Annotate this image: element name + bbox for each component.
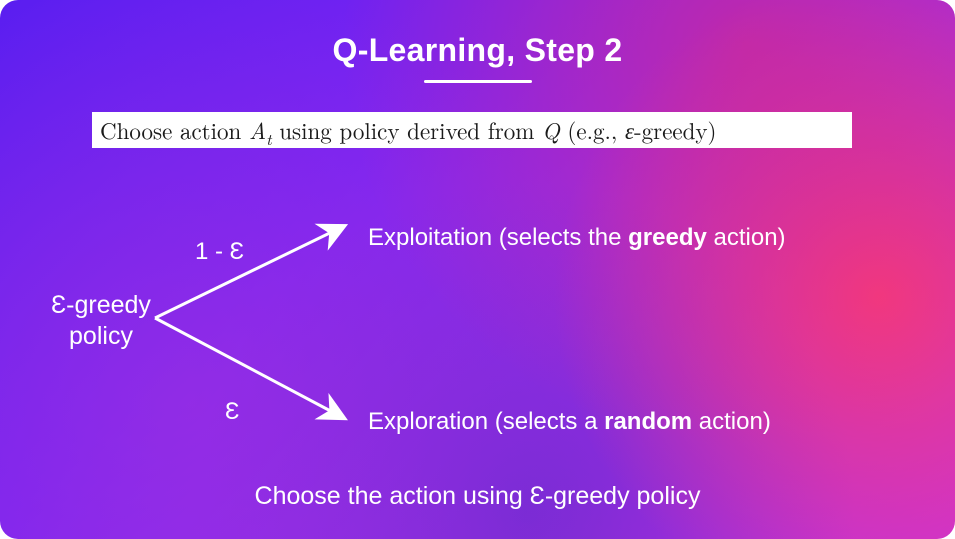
arrow-bottom xyxy=(155,318,340,416)
prob-bottom-label: Ɛ xyxy=(225,398,240,426)
policy-label: Ɛ-greedy policy xyxy=(36,290,166,353)
exploration-bold: random xyxy=(604,408,692,435)
exploitation-post: action) xyxy=(707,224,786,251)
branch-arrows xyxy=(0,0,955,539)
exploration-pre: Exploration (selects a xyxy=(368,408,604,435)
exploitation-bold: greedy xyxy=(628,224,707,251)
prob-top-label: 1 - Ɛ xyxy=(195,238,244,266)
exploitation-pre: Exploitation (selects the xyxy=(368,224,628,251)
exploitation-text: Exploitation (selects the greedy action) xyxy=(368,224,786,252)
exploration-post: action) xyxy=(692,408,771,435)
policy-label-line1: Ɛ-greedy xyxy=(51,291,151,319)
arrow-top xyxy=(155,228,340,318)
footer-caption: Choose the action using Ɛ-greedy policy xyxy=(0,482,955,511)
policy-label-line2: policy xyxy=(69,322,133,350)
slide-card: Q-Learning, Step 2 Choose action At usin… xyxy=(0,0,955,539)
exploration-text: Exploration (selects a random action) xyxy=(368,408,771,436)
